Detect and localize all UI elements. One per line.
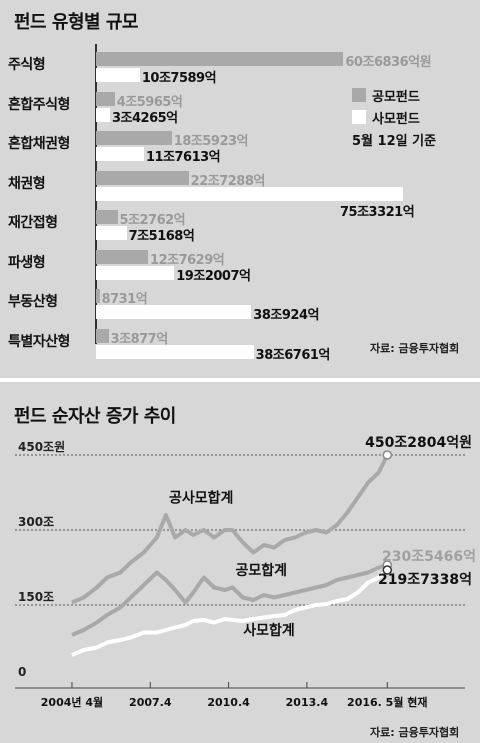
series-end-label: 230조5466억 [382,549,476,565]
line-plot: 0 150조 300조 450조원 2004년 4월 2007.4 2010.4 2013.4… [15,435,476,709]
category-label: 부동산형 [8,294,58,310]
legend-note: 5월 12일 기준 [352,133,437,149]
bar-private [96,147,144,161]
y-tick-label: 0 [18,665,26,679]
bar-public [96,52,344,66]
chart1-source: 자료: 금융투자협회 [370,342,460,355]
bar-private [96,344,254,359]
value-label-public: 22조7288억 [190,173,266,189]
value-label-private: 19조2007억 [176,268,251,284]
legend-item-public: 공모펀드 [352,86,420,105]
value-label-private: 75조3321억 [340,204,415,220]
chart1-title: 펀드 유형별 규모 [14,12,138,33]
category-label: 특별자산형 [8,333,70,350]
bar-axis-line [95,44,97,344]
y-tick-label: 150조 [18,590,54,604]
series-line [71,454,390,605]
series-end-label: 219조7338억 [378,572,472,588]
series-end-label: 450조2804억원 [365,435,472,451]
bar-private [96,226,127,240]
category-label: 파생형 [8,254,46,271]
series-name-label: 사모합계 [243,622,295,639]
bar-private [96,305,252,319]
bar-private [96,186,404,201]
value-label-public: 3조877억 [110,331,169,347]
category-label: 혼합채권형 [8,136,70,152]
legend-item-private: 사모펀드 [352,108,420,127]
legend-label-private: 사모펀드 [372,111,420,127]
value-label-public: 4조5965억 [116,94,183,110]
legend: 공모펀드 사모펀드 5월 12일 기준 [352,86,472,154]
legend-label-public: 공모펀드 [372,89,420,105]
bar-public [96,170,189,185]
value-label-public: 60조6836억원 [345,55,432,70]
category-label: 재간접형 [8,215,58,231]
bar-private [96,107,110,122]
panel-divider [0,378,480,382]
chart2-title: 펀드 순자산 증가 추이 [14,406,176,427]
bar-public [96,328,109,343]
series-line [71,568,389,657]
x-tick-label: 2016. 5월 현재 [347,695,427,709]
value-label-public: 18조5923억 [173,134,249,149]
value-label-private: 3조4265억 [111,110,178,126]
value-label-public: 12조7629억 [150,252,225,268]
value-label-private: 7조5168억 [128,229,195,244]
chart2-source: 자료: 금융투자협회 [370,726,460,739]
bar-private [96,68,140,82]
category-label: 혼합주식형 [8,96,70,113]
value-label-public: 8731억 [101,292,148,307]
value-label-private: 11조7613억 [145,150,221,165]
x-tick-label: 2004년 4월 [41,695,103,709]
net-asset-line-chart: 펀드 순자산 증가 추이 0 150조 300조 450조원 2004년 4월 2007.… [0,380,480,743]
bar-public [96,210,118,224]
series-name-label: 공사모합계 [169,490,233,507]
bar-public [96,91,115,106]
y-tick-label: 300조 [18,515,54,529]
endpoint-marker [382,565,393,575]
x-tick-label: 2007.4 [129,696,172,709]
bar-public [96,289,100,303]
bar-public [96,249,149,264]
endpoint-marker [382,450,393,460]
series-line [71,563,388,637]
category-label: 주식형 [8,57,46,73]
y-tick-label: 450조원 [18,440,65,454]
legend-swatch-private [352,110,366,124]
legend-swatch-public [352,88,366,102]
x-tick-label: 2010.4 [207,696,250,709]
x-tick-label: 2013.4 [286,696,329,709]
value-label-private: 10조7589억 [141,71,217,86]
bar-public [96,131,172,145]
value-label-private: 38조6761억 [255,347,331,363]
bar-private [96,265,175,280]
value-label-private: 38조924억 [253,308,319,323]
category-label: 채권형 [8,175,46,192]
series-name-label: 공모합계 [235,562,287,579]
value-label-public: 5조2762억 [119,213,186,228]
